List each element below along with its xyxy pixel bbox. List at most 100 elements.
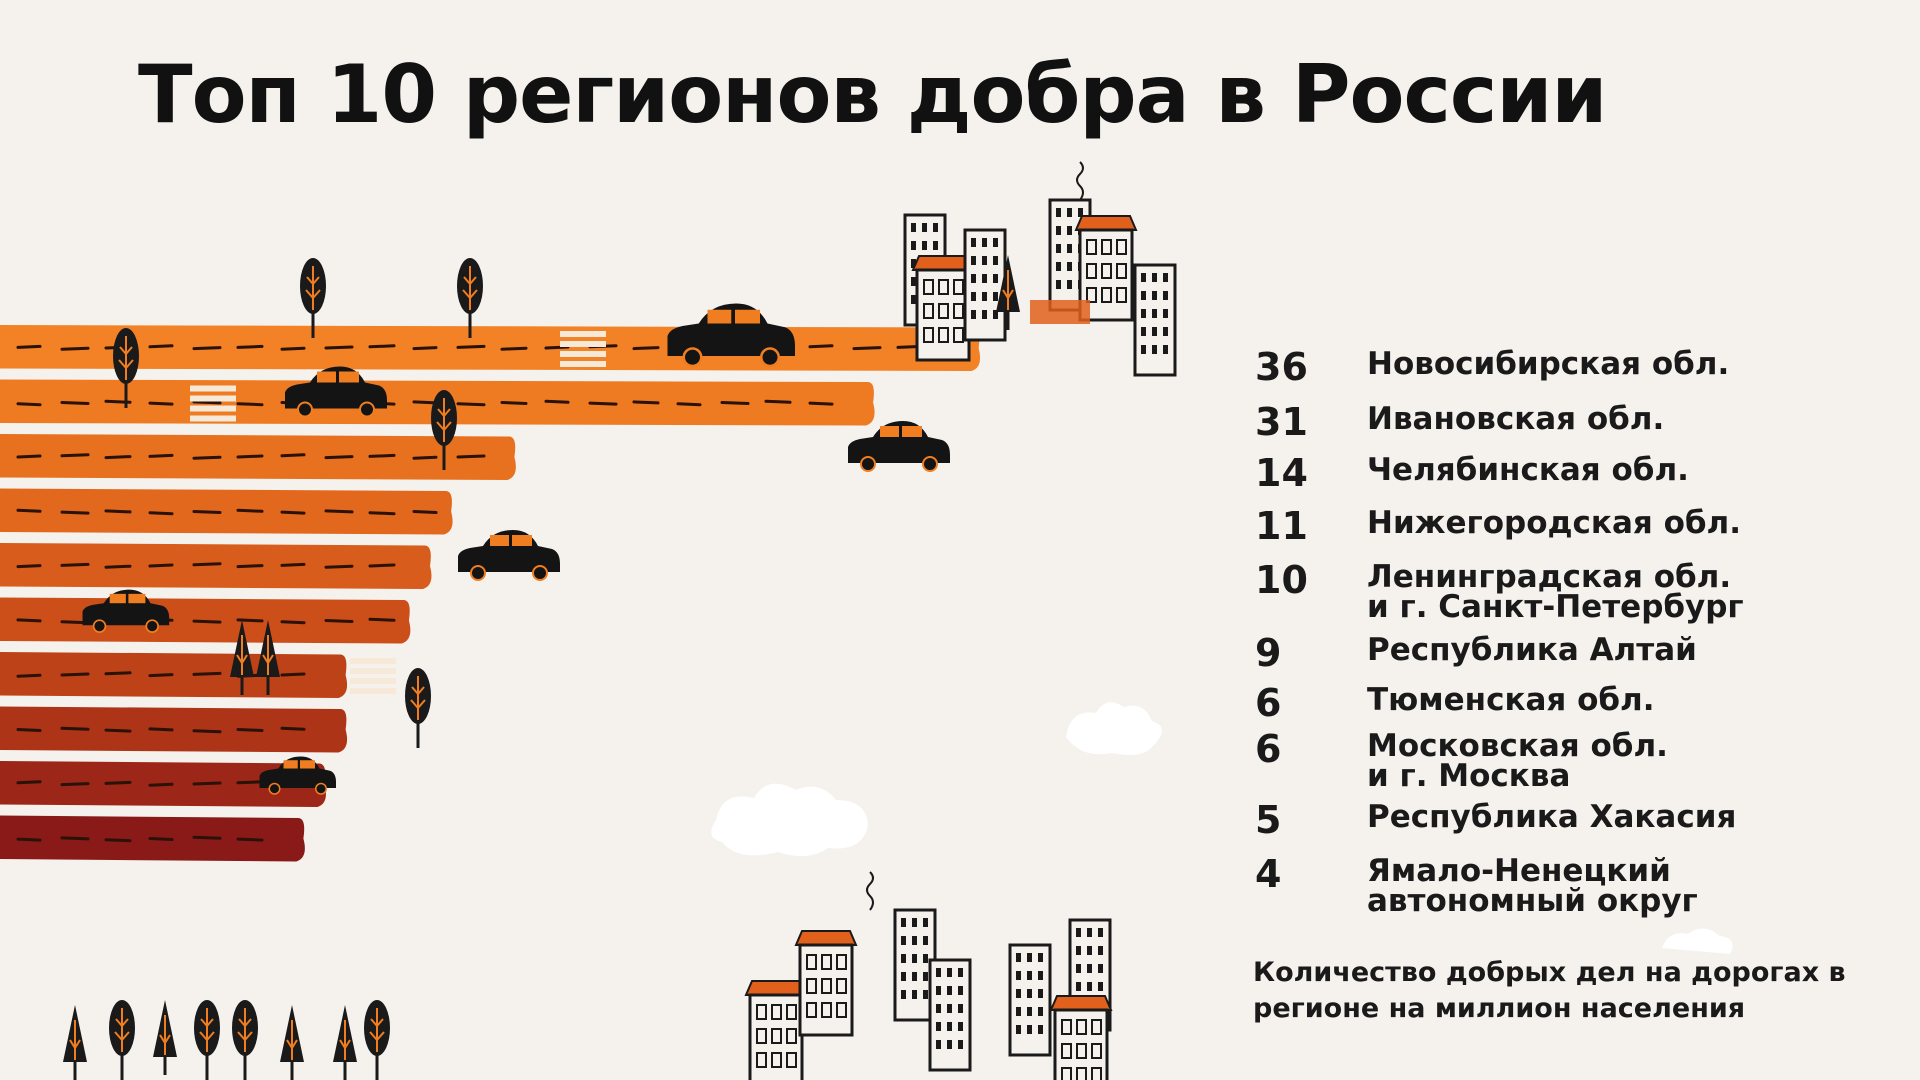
road-dash <box>104 838 132 843</box>
road-bar <box>0 325 981 371</box>
road-dash <box>368 511 396 516</box>
bar <box>0 543 432 589</box>
road-dash <box>148 401 174 406</box>
road-dash <box>60 346 90 351</box>
legend-value: 4 <box>1255 852 1282 896</box>
road-dash <box>500 401 528 405</box>
legend-label: Тюменская обл. <box>1367 682 1655 718</box>
road-dash <box>236 564 264 569</box>
road-dash <box>324 619 354 623</box>
road-dash <box>236 837 264 842</box>
road-bar <box>0 815 305 862</box>
road-dash <box>192 619 222 624</box>
road-dash <box>280 453 306 458</box>
bar <box>0 325 981 371</box>
legend-value: 10 <box>1255 558 1308 602</box>
road-bar <box>0 706 348 753</box>
road-dash <box>148 511 174 516</box>
car-icon <box>457 529 561 581</box>
road-dash <box>236 402 264 407</box>
road-dash <box>236 780 264 785</box>
road-dash <box>192 562 222 567</box>
car-icon <box>847 420 951 472</box>
page-title: Топ 10 регионов добра в России <box>138 48 1607 141</box>
road-dash <box>236 508 264 513</box>
legend-value: 36 <box>1255 345 1308 389</box>
road-dash <box>280 726 306 731</box>
road-dash <box>412 400 438 405</box>
road-dash <box>16 344 42 349</box>
road-dash <box>104 509 132 514</box>
road-dash <box>764 399 792 404</box>
road-dash <box>192 510 222 514</box>
road-dash <box>16 402 42 407</box>
legend-value: 11 <box>1255 504 1308 548</box>
road-dash <box>544 345 570 350</box>
road-dash <box>60 672 90 677</box>
road-dash <box>412 346 438 351</box>
road-dash <box>324 345 354 350</box>
road-dash <box>368 453 396 458</box>
city-top-decoration <box>903 161 1177 377</box>
road-dash <box>280 346 306 351</box>
road-dash <box>104 564 132 569</box>
road-dash <box>148 344 174 349</box>
road-dash <box>192 455 222 460</box>
road-dash <box>60 510 90 515</box>
road-dash <box>324 564 354 569</box>
road-dash <box>808 344 834 349</box>
road-dash <box>192 781 222 786</box>
city-bottom-decoration <box>744 871 1113 1080</box>
road-dash <box>236 728 264 732</box>
road-dash <box>148 782 174 787</box>
road-dash <box>60 726 90 731</box>
legend-label: Московская обл. и г. Москва <box>1367 728 1668 794</box>
road-dash <box>280 510 306 515</box>
road-dash <box>192 729 222 734</box>
road-dash <box>368 344 396 349</box>
road-dash <box>720 401 750 405</box>
road-dash <box>148 727 174 732</box>
cloud-icon <box>711 783 868 857</box>
legend-label: Ивановская обл. <box>1367 401 1665 437</box>
road-dash <box>192 835 222 840</box>
road-dash <box>192 346 222 351</box>
road-dash <box>148 563 174 568</box>
tree-icon <box>403 666 433 750</box>
road-dash <box>16 508 42 513</box>
road-dash <box>148 453 174 458</box>
road-dash <box>60 453 90 458</box>
road-dash <box>16 564 42 569</box>
crosswalk <box>350 658 396 694</box>
road-dash <box>16 673 42 678</box>
legend-value: 6 <box>1255 727 1282 771</box>
legend-value: 31 <box>1255 400 1308 444</box>
road-dash <box>236 618 264 623</box>
road-dash <box>60 401 90 405</box>
road-dash <box>104 671 132 676</box>
road-dash <box>60 562 90 567</box>
road-dash <box>412 455 438 460</box>
road-dash <box>852 346 882 351</box>
bar <box>0 488 453 535</box>
tree-icon <box>455 256 485 340</box>
road-dash <box>676 402 702 407</box>
road-dash <box>16 618 42 623</box>
legend-value: 14 <box>1255 451 1308 495</box>
road-dash <box>368 563 396 568</box>
road-dash <box>104 728 132 733</box>
legend-value: 9 <box>1255 631 1282 675</box>
road-dash <box>192 671 222 676</box>
road-dash <box>60 782 90 787</box>
road-bar <box>0 761 326 807</box>
legend-label: Ленинградская обл. и г. Санкт-Петербург <box>1367 559 1744 625</box>
road-dash <box>104 455 132 460</box>
road-dash <box>324 509 354 514</box>
legend-value: 6 <box>1255 681 1282 725</box>
road-bar <box>0 488 453 535</box>
road-bar <box>0 543 432 589</box>
road-dash <box>500 346 528 351</box>
road-dash <box>412 510 438 514</box>
road-dash <box>632 400 660 405</box>
road-dash <box>368 617 396 622</box>
